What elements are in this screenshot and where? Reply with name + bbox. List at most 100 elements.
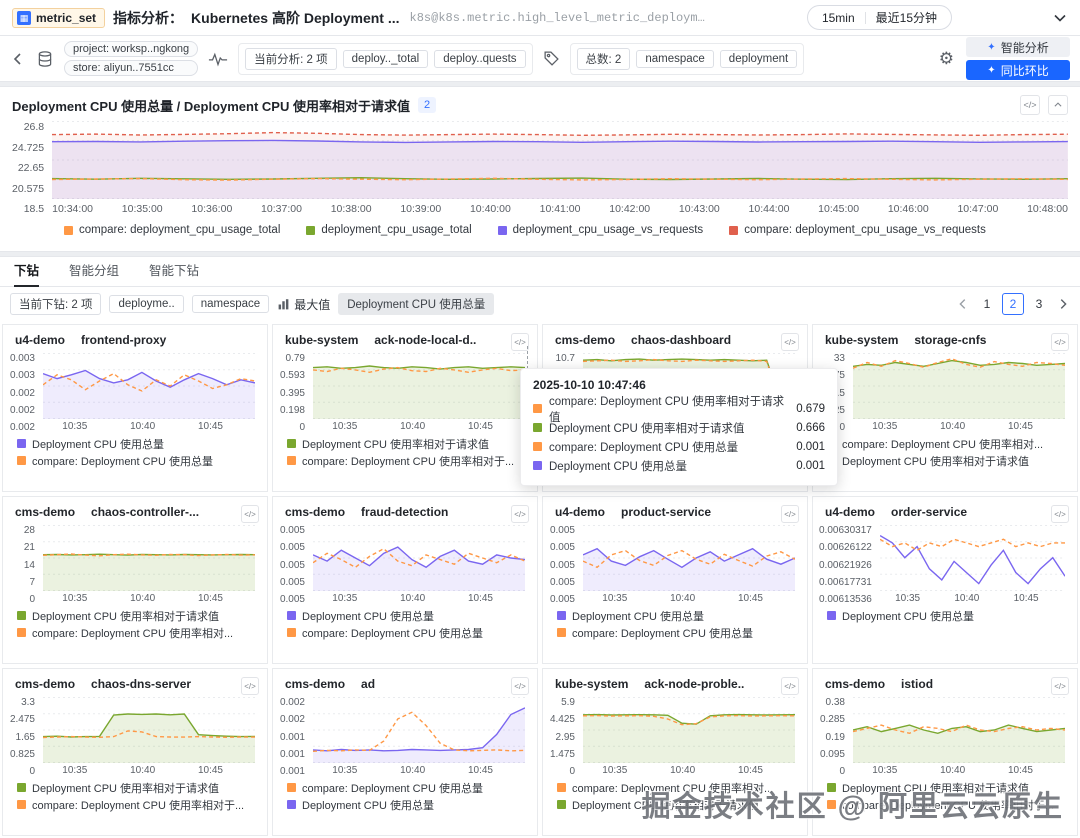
- x-tick: 10:35: [62, 593, 88, 604]
- tooltip-crosshair: [527, 346, 528, 369]
- legend-swatch: [557, 800, 566, 809]
- legend-swatch: [557, 611, 566, 620]
- legend-label: Deployment CPU 使用总量: [842, 610, 975, 623]
- store-pill[interactable]: store: aliyun..7551cc: [64, 60, 199, 76]
- time-chevron-down-icon[interactable]: [1052, 10, 1068, 26]
- page-1[interactable]: 1: [983, 297, 991, 311]
- legend-item[interactable]: Deployment CPU 使用率相对于请求值: [557, 796, 797, 813]
- metric-set-badge[interactable]: ▦ metric_set: [12, 7, 106, 28]
- legend-item[interactable]: deployment_cpu_usage_total: [306, 224, 472, 236]
- main-plot[interactable]: 10:34:00 10:35:00 10:36:00 10:37:00 10:38:00…: [52, 121, 1068, 215]
- card-plot[interactable]: 10:35 10:40 10:45: [313, 697, 525, 777]
- legend-item[interactable]: compare: Deployment CPU 使用率相对...: [827, 435, 1067, 452]
- tab-智能分组[interactable]: 智能分组: [69, 263, 120, 278]
- drilldown-card: kube-system ack-node-proble.. </> 5.9 4.4…: [542, 668, 808, 836]
- project-pill[interactable]: project: worksp..ngkong: [64, 41, 199, 57]
- legend-item[interactable]: compare: Deployment CPU 使用率相对...: [17, 624, 257, 641]
- card-plot[interactable]: 10:35 10:40 10:45: [313, 353, 525, 433]
- card-plot[interactable]: 10:35 10:40 10:45: [853, 697, 1065, 777]
- code-icon[interactable]: </>: [781, 505, 799, 523]
- card-plot[interactable]: 10:35 10:40 10:45: [583, 697, 795, 777]
- y-tick: 21: [23, 542, 35, 554]
- drill-dimension-pills: deployme.. namespace: [109, 295, 270, 313]
- database-icon[interactable]: [36, 50, 54, 68]
- code-icon[interactable]: </>: [511, 505, 529, 523]
- analysis-metric-pill[interactable]: deploy.._total: [342, 49, 429, 68]
- page-title: Kubernetes 高阶 Deployment ...: [191, 9, 400, 26]
- code-icon[interactable]: </>: [241, 505, 259, 523]
- legend-item[interactable]: compare: deployment_cpu_usage_vs_request…: [729, 224, 986, 236]
- code-icon[interactable]: </>: [241, 677, 259, 695]
- legend-label: Deployment CPU 使用率相对于请求值: [32, 610, 220, 623]
- legend-item[interactable]: Deployment CPU 使用总量: [287, 796, 527, 813]
- drill-dimension-pill[interactable]: namespace: [191, 295, 270, 313]
- drill-dimension-pill[interactable]: deployme..: [109, 295, 184, 313]
- next-page-chevron-icon[interactable]: [1056, 297, 1070, 311]
- code-icon[interactable]: </>: [1051, 677, 1069, 695]
- legend-label: Deployment CPU 使用总量: [302, 610, 435, 623]
- legend-item[interactable]: deployment_cpu_usage_vs_requests: [497, 224, 703, 236]
- page-3[interactable]: 3: [1035, 297, 1043, 311]
- legend-item[interactable]: compare: Deployment CPU 使用总量: [17, 452, 257, 469]
- y-tick: 0: [839, 422, 845, 433]
- code-icon[interactable]: </>: [1020, 95, 1040, 115]
- drilldown-section: 下钻 智能分组 智能下钻 当前下钻: 2 项 deployme.. namespace…: [0, 256, 1080, 838]
- card-plot[interactable]: 10:35 10:40 10:45: [853, 353, 1065, 433]
- code-icon[interactable]: </>: [511, 333, 529, 351]
- time-divider: [864, 11, 866, 24]
- legend-item[interactable]: compare: Deployment CPU 使用率相对...: [557, 779, 797, 796]
- legend-item[interactable]: Deployment CPU 使用总量: [17, 435, 257, 452]
- card-plot[interactable]: 10:35 10:40 10:45: [313, 525, 525, 605]
- y-tick: 22.65: [17, 162, 45, 174]
- legend-item[interactable]: compare: deployment_cpu_usage_total: [64, 224, 280, 236]
- card-plot[interactable]: 10:35 10:40 10:45: [43, 525, 255, 605]
- legend-item[interactable]: Deployment CPU 使用率相对于请求值: [17, 607, 257, 624]
- tab-智能下钻[interactable]: 智能下钻: [149, 263, 200, 278]
- legend-item[interactable]: compare: Deployment CPU 使用率相对于...: [827, 796, 1067, 813]
- gear-icon[interactable]: ⚙: [938, 48, 954, 68]
- legend-item[interactable]: Deployment CPU 使用总量: [557, 607, 797, 624]
- code-icon[interactable]: </>: [511, 677, 529, 695]
- code-icon[interactable]: </>: [781, 677, 799, 695]
- code-icon[interactable]: </>: [1051, 333, 1069, 351]
- prev-page-chevron-icon[interactable]: [956, 297, 970, 311]
- dimension-pill[interactable]: deployment: [719, 49, 798, 68]
- selected-metric-pill[interactable]: Deployment CPU 使用总量: [338, 293, 495, 315]
- card-plot[interactable]: 10:35 10:40 10:45: [583, 525, 795, 605]
- code-icon[interactable]: </>: [781, 333, 799, 351]
- x-tick: 10:43:00: [678, 203, 720, 215]
- smart-analysis-button[interactable]: ✦ 智能分析: [966, 37, 1070, 57]
- compare-button[interactable]: ✦ 同比环比: [966, 60, 1070, 80]
- analysis-metric-pill[interactable]: deploy..quests: [434, 49, 526, 68]
- card-plot[interactable]: 10:35 10:40 10:45: [879, 525, 1065, 605]
- legend-item[interactable]: Deployment CPU 使用率相对于请求值: [287, 435, 527, 452]
- legend-item[interactable]: compare: Deployment CPU 使用率相对于...: [287, 452, 527, 469]
- legend-item[interactable]: compare: Deployment CPU 使用总量: [287, 779, 527, 796]
- legend-item[interactable]: compare: Deployment CPU 使用率相对于...: [17, 796, 257, 813]
- legend-item[interactable]: Deployment CPU 使用率相对于请求值: [17, 779, 257, 796]
- card-chart-svg: [853, 697, 1065, 763]
- legend-item[interactable]: Deployment CPU 使用总量: [287, 607, 527, 624]
- back-chevron-icon[interactable]: [10, 51, 26, 67]
- legend-item[interactable]: Deployment CPU 使用总量: [827, 607, 1067, 624]
- card-deployment: fraud-detection: [361, 505, 449, 519]
- card-plot[interactable]: 10:35 10:40 10:45: [43, 353, 255, 433]
- card-chart-svg: [43, 697, 255, 763]
- tab-下钻[interactable]: 下钻: [14, 257, 40, 287]
- main-chart-card: Deployment CPU 使用总量 / Deployment CPU 使用率…: [0, 86, 1080, 252]
- legend-item[interactable]: Deployment CPU 使用率相对于请求值: [827, 779, 1067, 796]
- time-range-picker[interactable]: 15min 最近15分钟: [806, 5, 952, 30]
- legend-item[interactable]: Deployment CPU 使用率相对于请求值: [827, 452, 1067, 469]
- card-plot[interactable]: 10:35 10:40 10:45: [43, 697, 255, 777]
- code-icon[interactable]: </>: [1051, 505, 1069, 523]
- legend-item[interactable]: compare: Deployment CPU 使用总量: [557, 624, 797, 641]
- aggregation-selector[interactable]: 最大值: [277, 296, 330, 313]
- dimension-pill[interactable]: namespace: [636, 49, 714, 68]
- collapse-chevron-up-icon[interactable]: [1048, 95, 1068, 115]
- page-2[interactable]: 2: [1002, 293, 1024, 315]
- y-tick: 0: [29, 594, 35, 605]
- top-header: ▦ metric_set 指标分析： Kubernetes 高阶 Deploym…: [0, 0, 1080, 36]
- legend-item[interactable]: compare: Deployment CPU 使用总量: [287, 624, 527, 641]
